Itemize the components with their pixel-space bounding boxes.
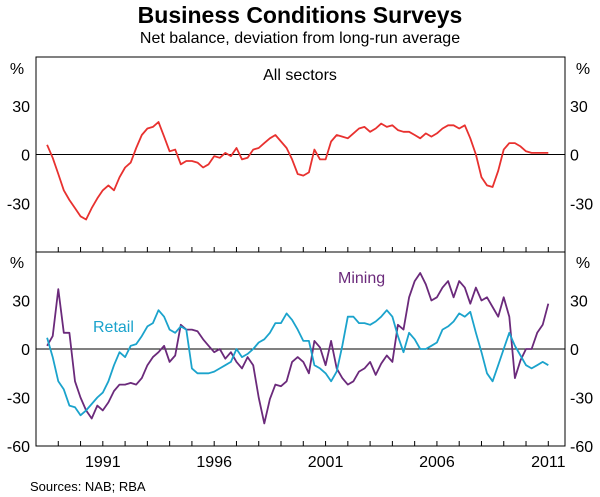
unit-label-top-right: %: [576, 61, 590, 78]
x-tick-1996: 1996: [196, 454, 232, 471]
y-tick-left-1--30: -30: [7, 196, 30, 213]
x-tick-2001: 2001: [308, 454, 344, 471]
y-tick-left-2-0: 0: [21, 342, 30, 359]
y-tick-right-2--30: -30: [570, 391, 593, 408]
x-tick-2011: 2011: [531, 454, 566, 471]
unit-label-top-left: %: [10, 61, 24, 78]
series-line-all-sectors: [46, 121, 549, 221]
y-tick-left-2-30: 30: [12, 294, 30, 311]
y-tick-right-1-0: 0: [570, 148, 579, 165]
chart-title: Business Conditions Surveys: [137, 2, 463, 28]
x-tick-1991: 1991: [85, 454, 121, 471]
panel-label-all-sectors: All sectors: [263, 67, 337, 84]
y-tick-left-1-0: 0: [21, 148, 30, 165]
series-layer: [46, 121, 550, 425]
series-label-mining: Mining: [338, 270, 385, 287]
source-note: Sources: NAB; RBA: [30, 479, 146, 494]
y-tick-right-2-0: 0: [570, 342, 579, 359]
series-line-retail: [46, 309, 549, 417]
unit-label-bottom-right: %: [576, 255, 590, 272]
y-tick-left-2--60: -60: [7, 439, 30, 456]
y-tick-left-2--30: -30: [7, 391, 30, 408]
y-tick-right-2--60: -60: [570, 439, 593, 456]
x-tick-2006: 2006: [419, 454, 455, 471]
series-line-mining: [46, 272, 550, 425]
chart-subtitle: Net balance, deviation from long-run ave…: [139, 30, 461, 47]
y-tick-right-1-30: 30: [570, 99, 588, 116]
axes-layer: 30 30 0 0 -30 -30 30 30 0 0 -30 -30 -60 -60 1991 1996 20…: [7, 99, 593, 471]
series-label-retail: Retail: [93, 319, 134, 336]
y-tick-right-2-30: 30: [570, 294, 588, 311]
y-tick-left-1-30: 30: [12, 99, 30, 116]
unit-label-bottom-left: %: [10, 255, 24, 272]
y-tick-right-1--30: -30: [570, 196, 593, 213]
